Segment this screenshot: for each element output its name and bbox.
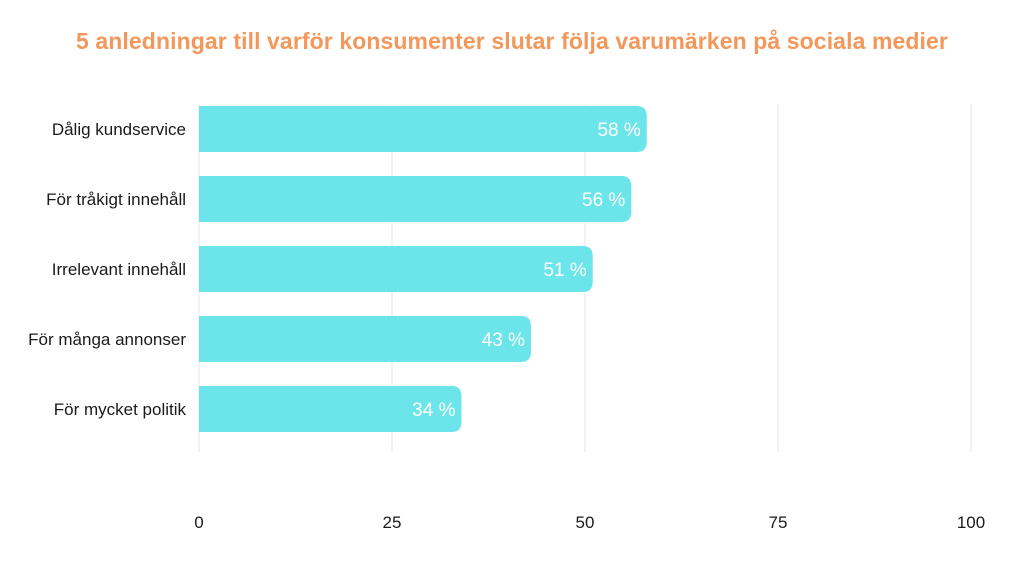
chart-title: 5 anledningar till varför konsumenter sl… — [76, 28, 948, 54]
value-label-2: 51 % — [543, 260, 586, 281]
bar-4 — [199, 386, 462, 432]
x-tick-label-4: 100 — [957, 513, 985, 532]
category-label-0: Dålig kundservice — [52, 120, 186, 139]
bar-0 — [199, 106, 647, 152]
x-tick-label-0: 0 — [194, 513, 203, 532]
bar-3 — [199, 316, 531, 362]
x-tick-label-1: 25 — [383, 513, 402, 532]
category-label-2: Irrelevant innehåll — [52, 260, 186, 279]
bar-2 — [199, 246, 593, 292]
bar-1 — [199, 176, 632, 222]
category-label-1: För tråkigt innehåll — [46, 190, 186, 209]
x-tick-label-2: 50 — [576, 513, 595, 532]
value-label-0: 58 % — [597, 120, 640, 141]
category-label-4: För mycket politik — [54, 400, 187, 419]
value-label-1: 56 % — [582, 190, 625, 211]
category-label-3: För många annonser — [28, 330, 186, 349]
value-label-4: 34 % — [412, 400, 455, 421]
value-label-3: 43 % — [482, 330, 525, 351]
x-tick-label-3: 75 — [769, 513, 788, 532]
